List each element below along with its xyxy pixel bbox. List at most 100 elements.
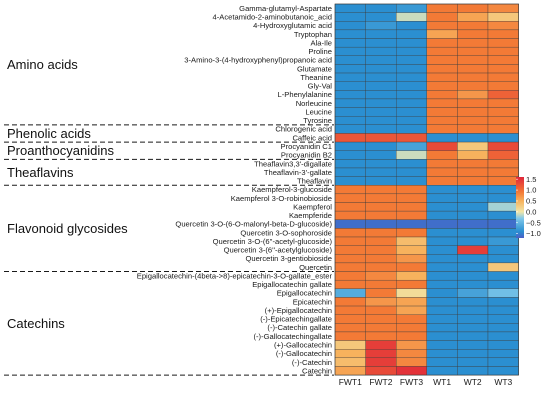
- heatmap-cell: [365, 64, 397, 74]
- row-label: Kaempferol: [293, 202, 332, 211]
- heatmap-cell: [334, 219, 366, 229]
- heatmap-cell: [457, 29, 489, 39]
- heatmap-cell: [396, 167, 427, 177]
- row-label: Proline: [308, 47, 332, 56]
- heatmap-cell: [365, 185, 397, 195]
- heatmap-cell: [487, 357, 519, 367]
- heatmap-cell: [365, 124, 397, 134]
- heatmap-cell: [396, 29, 427, 39]
- heatmap-cell: [334, 314, 366, 324]
- heatmap-cell: [396, 141, 427, 151]
- legend-tick-label: −1.0: [526, 229, 541, 238]
- heatmap-cell: [457, 262, 489, 272]
- heatmap-cell: [365, 279, 397, 289]
- heatmap-cell: [365, 98, 397, 108]
- heatmap-cell: [334, 55, 366, 65]
- heatmap-cell: [426, 210, 458, 220]
- row-label: (-)-Epicatechingallate: [260, 315, 332, 324]
- heatmap-cell: [365, 305, 397, 315]
- group-label: Proanthocyanidins: [7, 143, 114, 158]
- heatmap-cell: [457, 357, 489, 367]
- heatmap-cell: [487, 141, 519, 151]
- heatmap-cell: [396, 176, 427, 186]
- heatmap-cell: [487, 314, 519, 324]
- heatmap-cell: [487, 38, 519, 48]
- heatmap-cell: [426, 124, 458, 134]
- heatmap-cell: [457, 3, 489, 13]
- heatmap-cell: [457, 297, 489, 307]
- heatmap-cell: [426, 193, 458, 203]
- heatmap-cell: [426, 279, 458, 289]
- heatmap-cell: [426, 349, 458, 359]
- heatmap-cell: [396, 81, 427, 91]
- heatmap-cell: [396, 357, 427, 367]
- heatmap-cell: [365, 357, 397, 367]
- row-label: 3-Amino-3-(4-hydroxyphenyl)propanoic aci…: [184, 56, 332, 65]
- row-label: Quercetin 3-gentiobioside: [245, 254, 332, 263]
- heatmap-cell: [334, 159, 366, 169]
- heatmap-cell: [426, 245, 458, 255]
- row-label: Theaflavin3,3'-digallate: [254, 159, 332, 168]
- heatmap-cell: [396, 340, 427, 350]
- heatmap-cell: [457, 12, 489, 22]
- heatmap-cell: [457, 124, 489, 134]
- row-label: Gly-Val: [308, 82, 333, 91]
- row-label: (+)-Epigallocatechin: [265, 306, 332, 315]
- row-label: Quercetin: [299, 263, 332, 272]
- column-labels: FWT1 FWT2 FWT3 WT1 WT2 WT3: [339, 377, 513, 387]
- heatmap-cell: [426, 297, 458, 307]
- heatmap-cell: [396, 228, 427, 238]
- heatmap-cell: [426, 90, 458, 100]
- heatmap-cell: [396, 202, 427, 212]
- heatmap-cell: [457, 314, 489, 324]
- heatmap-cell: [334, 72, 366, 82]
- heatmap-cell: [334, 366, 366, 376]
- heatmap-cell: [396, 185, 427, 195]
- heatmap-cell: [457, 236, 489, 246]
- heatmap-cell: [426, 357, 458, 367]
- heatmap-cell: [396, 288, 427, 298]
- heatmap-cell: [396, 279, 427, 289]
- heatmap-cell: [487, 228, 519, 238]
- heatmap-cell: [487, 98, 519, 108]
- heatmap-cell: [457, 55, 489, 65]
- heatmap-cell: [457, 210, 489, 220]
- heatmap-cell: [426, 262, 458, 272]
- heatmap-cell: [334, 288, 366, 298]
- row-label: Chlorogenic acid: [275, 125, 332, 134]
- heatmap-cell: [457, 185, 489, 195]
- heatmap-cell: [487, 210, 519, 220]
- heatmap-cell: [487, 236, 519, 246]
- heatmap-cell: [487, 331, 519, 341]
- row-label: Leucine: [305, 107, 332, 116]
- heatmap-cell: [396, 124, 427, 134]
- heatmap-cell: [365, 297, 397, 307]
- heatmap-cell: [426, 55, 458, 65]
- heatmap-cell: [396, 107, 427, 117]
- group-label: Flavonoid glycosides: [7, 221, 128, 236]
- heatmap-cell: [457, 64, 489, 74]
- heatmap-cell: [457, 116, 489, 125]
- heatmap-cell: [334, 29, 366, 39]
- heatmap-cell: [426, 176, 458, 186]
- row-label: (-)-Catechin gallate: [267, 323, 332, 332]
- heatmap-cell: [487, 12, 519, 22]
- heatmap-cell: [457, 90, 489, 100]
- heatmap-cell: [365, 167, 397, 177]
- row-label: Kaempferol 3-O-robinobioside: [231, 194, 332, 203]
- heatmap-cell: [334, 64, 366, 74]
- heatmap-cell: [396, 349, 427, 359]
- heatmap-cell: [365, 254, 397, 264]
- row-label: (+)-Gallocatechin: [274, 340, 332, 349]
- row-label: Quercetin 3-O-(6''-acetyl-glucoside): [213, 237, 333, 246]
- row-label: Glutamate: [297, 64, 332, 73]
- heatmap-cell: [426, 159, 458, 169]
- heatmap-cell: [487, 64, 519, 74]
- row-label: Epigallocatechin gallate: [252, 280, 332, 289]
- row-label: 4-Acetamido-2-aminobutanoic_acid: [213, 13, 332, 22]
- heatmap-cell: [457, 46, 489, 56]
- heatmap-cell: [426, 366, 458, 376]
- row-label: Theaflavin: [297, 177, 332, 186]
- heatmap-cell: [487, 193, 519, 203]
- heatmap-cell: [457, 72, 489, 82]
